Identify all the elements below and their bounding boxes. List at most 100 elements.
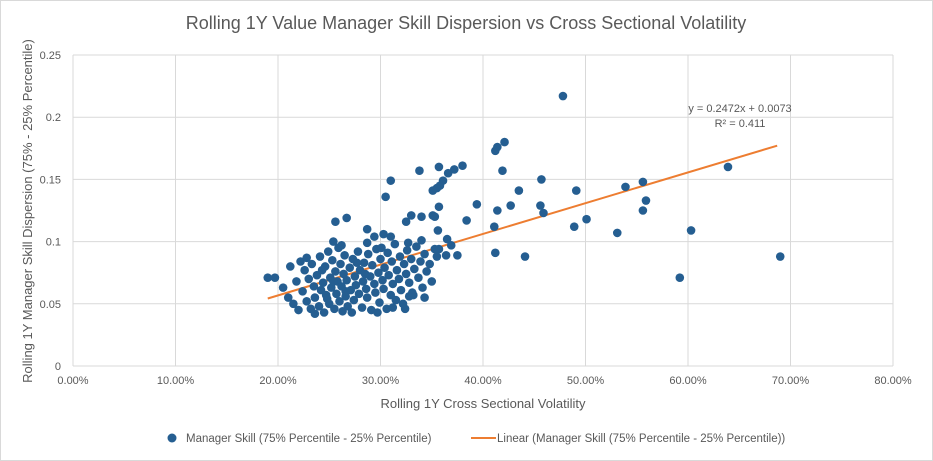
x-tick-label: 30.00% — [362, 375, 400, 387]
data-point — [307, 259, 317, 269]
data-point — [296, 257, 305, 266]
data-point — [363, 249, 373, 259]
data-point — [359, 258, 369, 268]
data-point — [401, 269, 411, 279]
x-tick-label: 20.00% — [259, 375, 297, 387]
trendline-equation: y = 0.2472x + 0.0073 — [688, 103, 791, 115]
y-tick-labels: 0 0.05 0.1 0.15 0.2 0.25 — [40, 50, 61, 373]
data-point — [430, 212, 440, 222]
data-point — [292, 277, 301, 286]
data-point — [347, 308, 357, 317]
data-point — [427, 277, 437, 286]
data-point — [412, 242, 421, 251]
data-point — [345, 263, 355, 273]
data-point — [376, 254, 385, 264]
data-point — [430, 244, 440, 254]
data-point — [417, 212, 426, 222]
data-point — [302, 297, 312, 306]
data-point — [434, 162, 444, 172]
data-point — [506, 201, 515, 210]
y-tick-label: 0.2 — [46, 112, 61, 124]
legend-label-points: Manager Skill (75% Percentile - 25% Perc… — [186, 433, 432, 445]
data-point — [384, 270, 394, 280]
data-point — [337, 241, 346, 250]
data-point — [370, 232, 379, 241]
x-tick-label: 0.00% — [57, 375, 88, 387]
x-tick-label: 60.00% — [669, 375, 707, 387]
data-point — [379, 284, 388, 294]
data-point — [433, 226, 443, 235]
data-point — [462, 216, 471, 225]
data-point — [536, 201, 545, 210]
data-point — [414, 273, 423, 282]
data-point — [302, 253, 312, 263]
data-point — [329, 237, 338, 246]
x-tick-label: 10.00% — [157, 375, 195, 387]
data-point — [410, 264, 419, 274]
y-tick-label: 0.1 — [46, 237, 61, 249]
data-point — [406, 211, 416, 220]
data-point — [520, 252, 530, 261]
data-point — [638, 206, 648, 215]
data-point — [310, 293, 320, 302]
data-point — [328, 255, 337, 265]
legend-marker-points — [167, 433, 177, 443]
data-point — [362, 293, 372, 302]
data-point — [422, 267, 431, 276]
data-point — [381, 192, 390, 202]
data-point — [775, 252, 785, 261]
data-point — [420, 249, 429, 259]
data-point — [270, 273, 280, 282]
data-point — [330, 304, 339, 314]
data-point — [310, 309, 320, 319]
data-point — [395, 252, 405, 261]
data-point — [434, 202, 444, 212]
data-point — [491, 146, 500, 156]
data-point — [675, 273, 685, 282]
data-point — [314, 301, 324, 311]
data-point — [380, 263, 389, 273]
data-point — [569, 222, 579, 231]
data-point — [342, 275, 351, 285]
data-point — [263, 273, 273, 282]
data-point — [403, 238, 413, 248]
data-point — [343, 301, 353, 311]
data-point — [374, 268, 383, 278]
data-point — [322, 294, 332, 304]
data-point — [362, 224, 372, 234]
data-point — [432, 252, 442, 261]
data-point — [500, 137, 509, 147]
r-squared-label: R² = 0.411 — [715, 118, 766, 130]
x-tick-label: 50.00% — [567, 375, 605, 387]
data-point — [278, 283, 288, 292]
data-point — [582, 214, 591, 224]
data-point — [401, 217, 411, 226]
data-point — [335, 297, 344, 306]
data-point — [357, 303, 367, 312]
data-point — [443, 168, 453, 178]
data-point — [298, 287, 307, 296]
data-point — [331, 267, 340, 276]
data-point — [396, 285, 406, 295]
data-point — [352, 258, 362, 268]
data-point — [416, 257, 425, 266]
data-point — [373, 308, 382, 317]
data-point — [493, 206, 502, 215]
data-point — [375, 298, 384, 307]
data-point — [387, 257, 397, 266]
data-point — [723, 162, 733, 172]
data-point — [351, 280, 361, 290]
x-tick-labels: 0.00% 10.00% 20.00% 30.00% 40.00% 50.00% 60.00… — [57, 375, 911, 387]
data-point — [399, 259, 409, 269]
data-point — [391, 295, 401, 305]
data-point — [392, 265, 402, 275]
data-point — [315, 252, 325, 261]
data-point — [446, 241, 456, 250]
data-point — [406, 254, 416, 264]
data-point — [283, 293, 293, 302]
data-point — [428, 186, 438, 195]
data-point — [318, 278, 328, 287]
data-point — [360, 269, 370, 279]
data-point — [638, 177, 648, 187]
